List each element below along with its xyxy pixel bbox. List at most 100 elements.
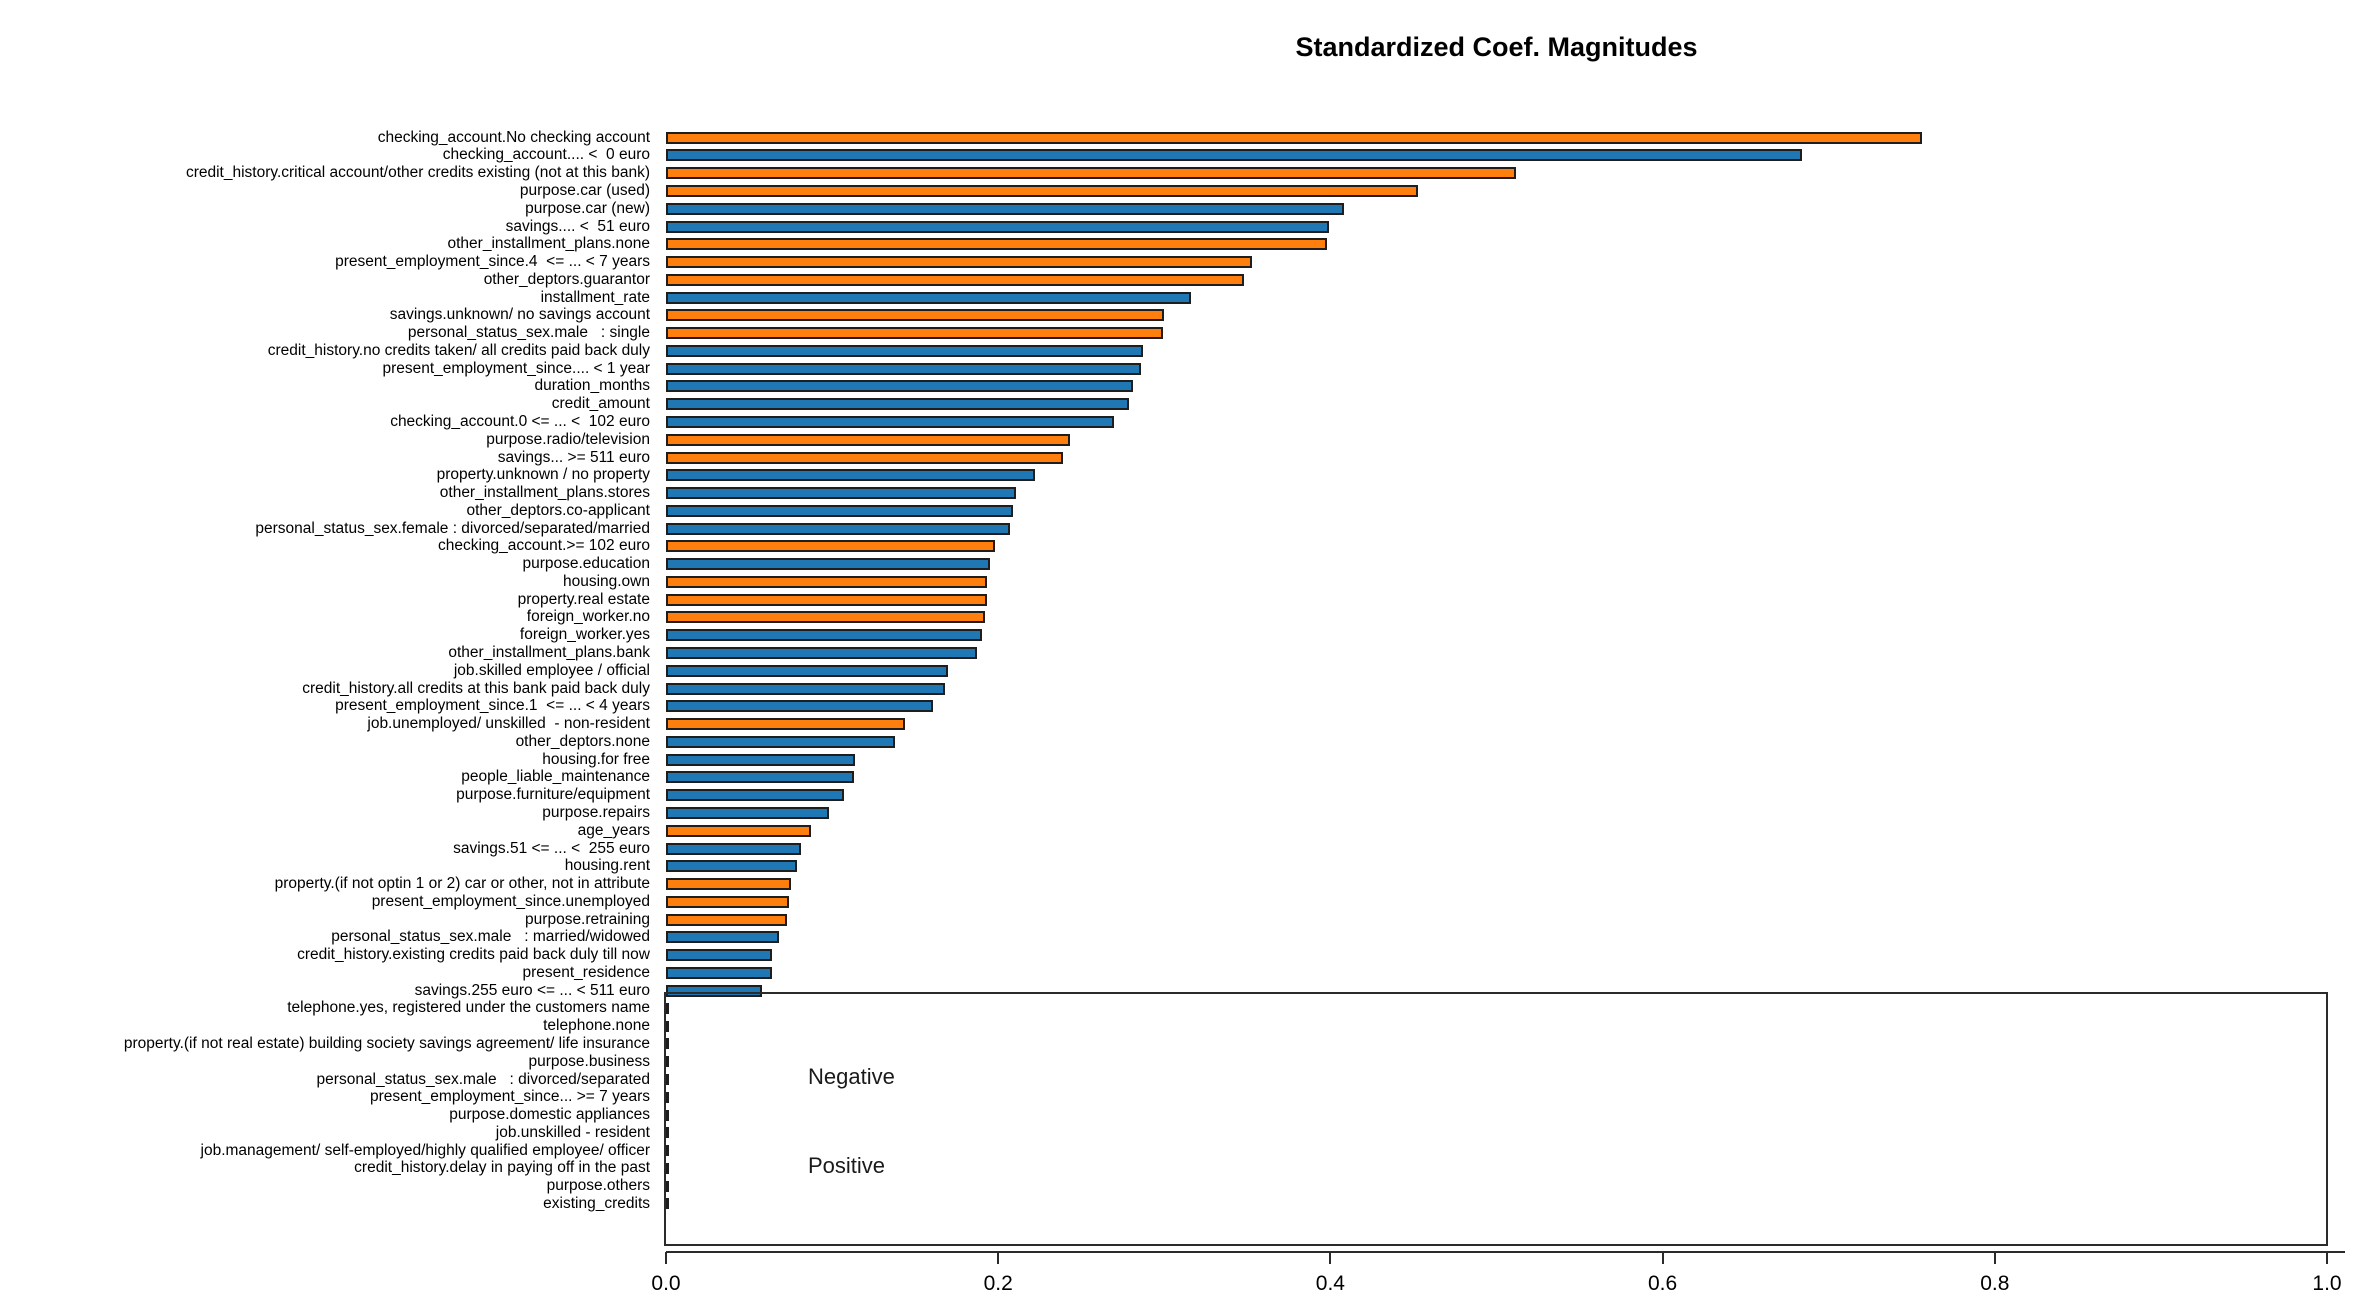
bar-positive [666,344,1143,357]
y-axis-label: checking_account.No checking account [377,128,650,146]
x-axis-tick [665,1252,667,1264]
bar-positive [666,966,773,979]
bar-positive [666,149,1803,162]
x-axis-tick-label: 1.0 [2312,1272,2342,1295]
bar-negative [666,718,906,731]
x-axis-tick-label: 0.6 [1647,1272,1678,1295]
bar-positive [666,842,801,855]
y-axis-label: present_employment_since.1 <= ... < 4 ye… [335,697,650,715]
y-axis-label: job.unemployed/ unskilled - non-resident [367,715,650,733]
y-axis-label: housing.for free [542,750,650,768]
y-axis-label: duration_months [534,377,650,395]
y-axis-label: purpose.retraining [525,910,650,928]
y-axis-label: foreign_worker.no [526,608,650,626]
bar-positive [666,771,854,784]
y-axis-label: purpose.car (used) [519,182,650,199]
bar-near-zero [666,1180,669,1192]
bar-positive [666,202,1344,215]
y-axis-label: job.unskilled - resident [495,1123,650,1141]
bar-negative [666,256,1253,269]
bar-positive [666,806,829,819]
bar-positive [666,931,779,944]
y-axis-label: installment_rate [540,288,650,306]
y-axis-label: personal_status_sex.male : divorced/sepa… [316,1070,650,1088]
bar-negative [666,540,995,553]
bar-near-zero [666,1091,669,1103]
bar-positive [666,949,773,962]
y-axis-label: purpose.business [528,1052,651,1070]
y-axis-label: other_installment_plans.stores [439,484,650,502]
bar-positive [666,291,1191,304]
y-axis-label: present_employment_since.... < 1 year [382,359,650,377]
y-axis-label: existing_credits [543,1194,650,1212]
y-axis-label: housing.rent [564,857,650,875]
bar-positive [666,398,1130,411]
chart-title: Standardized Coef. Magnitudes [1295,32,1698,62]
x-axis-tick-label: 0.4 [1315,1272,1345,1295]
x-axis-tick-label: 0.2 [983,1272,1013,1295]
y-axis-label: savings.255 euro <= ... < 511 euro [414,981,650,999]
bar-negative [666,878,791,891]
y-axis-label: job.skilled employee / official [453,661,650,679]
y-axis-label: purpose.furniture/equipment [456,786,650,804]
bar-near-zero [666,1109,669,1121]
bar-near-zero [666,1074,669,1085]
bar-negative [666,451,1063,464]
bar-positive [666,664,949,677]
y-axis-label: credit_history.critical account/other cr… [185,164,650,182]
y-axis-label: present_employment_since... >= 7 years [369,1088,650,1106]
y-axis-label: property.unknown / no property [436,466,650,484]
y-axis-label: telephone.yes, registered under the cust… [287,999,650,1017]
y-axis-label: purpose.car (new) [525,199,650,217]
y-axis-label: checking_account.... < 0 euro [442,146,650,164]
bar-negative [666,913,788,926]
x-axis-tick-label: 0.8 [1980,1272,2010,1295]
x-axis-tick [997,1252,1000,1264]
legend-box [664,992,2328,1246]
y-axis-label: purpose.radio/television [486,430,650,448]
bar-near-zero [666,1198,669,1210]
y-axis-label: purpose.repairs [542,803,650,821]
y-axis-label: property.real estate [517,590,650,608]
y-axis-label: other_deptors.guarantor [483,270,650,288]
x-axis-tick [1993,1252,1996,1264]
bar-negative [666,309,1165,322]
x-axis-tick [1661,1252,1664,1264]
bar-negative [666,185,1419,197]
x-axis-spine [666,1251,2345,1253]
bar-positive [666,504,1014,517]
y-axis-label: credit_history.all credits at this bank … [302,679,650,697]
bar-positive [666,700,934,713]
bar-negative [666,273,1245,286]
y-axis-label: credit_amount [551,395,650,413]
y-axis-label: people_liable_maintenance [461,768,650,786]
y-axis-label: other_deptors.co-applicant [466,501,650,519]
y-axis-label: present_employment_since.unemployed [371,892,650,910]
bar-positive [666,362,1142,375]
bar-negative [666,327,1163,340]
bar-positive [666,380,1133,393]
y-axis-label: job.management/ self-employed/highly qua… [200,1141,650,1159]
x-axis-tick-label: 0.0 [651,1272,681,1295]
y-axis-label: present_employment_since.4 <= ... < 7 ye… [335,253,650,271]
bar-near-zero [666,1002,669,1014]
bar-positive [666,860,798,873]
y-axis-label: property.(if not optin 1 or 2) car or ot… [274,875,650,893]
bar-near-zero [666,1038,669,1050]
y-axis-label: checking_account.0 <= ... < 102 euro [390,413,650,431]
y-axis-label: other_installment_plans.bank [448,644,650,662]
y-axis-label: credit_history.delay in paying off in th… [354,1159,650,1177]
bar-positive [666,682,946,695]
y-axis-label: savings.... < 51 euro [505,217,650,235]
y-axis-label: savings.51 <= ... < 255 euro [453,839,650,857]
y-axis-label: foreign_worker.yes [519,626,650,644]
bar-negative [666,238,1328,251]
y-axis-label: purpose.domestic appliances [449,1106,650,1124]
y-axis-label: checking_account.>= 102 euro [438,537,650,555]
y-axis-label: personal_status_sex.male : single [407,324,650,342]
bar-positive [666,487,1017,500]
bar-negative [666,131,1922,144]
bar-positive [666,416,1115,429]
y-axis-label: personal_status_sex.female : divorced/se… [255,519,650,537]
